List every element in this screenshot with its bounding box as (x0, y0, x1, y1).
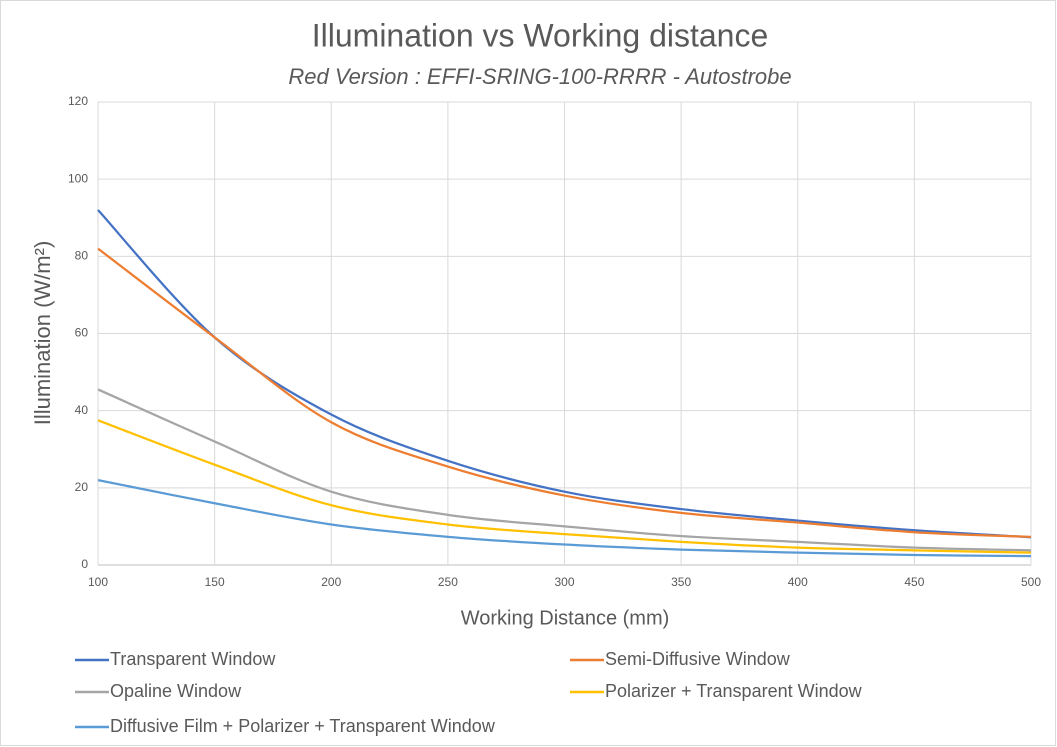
legend-label: Opaline Window (110, 681, 242, 701)
series-line (97, 388, 1032, 552)
x-axis-label: Working Distance (mm) (461, 607, 670, 629)
series-line (97, 479, 1032, 558)
y-tick-label: 120 (68, 94, 88, 108)
y-tick-label: 0 (81, 557, 88, 571)
x-tick-label: 200 (321, 575, 341, 589)
legend-label: Polarizer + Transparent Window (605, 681, 863, 701)
y-tick-label: 60 (75, 326, 89, 340)
legend-label: Diffusive Film + Polarizer + Transparent… (110, 716, 496, 736)
x-tick-label: 500 (1021, 575, 1041, 589)
series-line (97, 419, 1032, 554)
legend-label: Transparent Window (110, 649, 276, 669)
x-tick-label: 300 (554, 575, 574, 589)
y-tick-label: 20 (75, 480, 89, 494)
legend-label: Semi-Diffusive Window (605, 649, 791, 669)
y-tick-label: 100 (68, 171, 88, 185)
x-tick-label: 450 (904, 575, 924, 589)
series-line (97, 247, 1032, 538)
y-tick-label: 40 (75, 403, 89, 417)
y-tick-label: 80 (75, 249, 89, 263)
chart-subtitle: Red Version : EFFI-SRING-100-RRRR - Auto… (288, 64, 791, 89)
y-axis-label: Illumination (W/m²) (30, 241, 55, 426)
x-tick-label: 400 (788, 575, 808, 589)
x-tick-label: 100 (88, 575, 108, 589)
chart-title: Illumination vs Working distance (312, 17, 769, 53)
x-tick-label: 350 (671, 575, 691, 589)
x-tick-label: 250 (438, 575, 458, 589)
x-tick-label: 150 (205, 575, 225, 589)
